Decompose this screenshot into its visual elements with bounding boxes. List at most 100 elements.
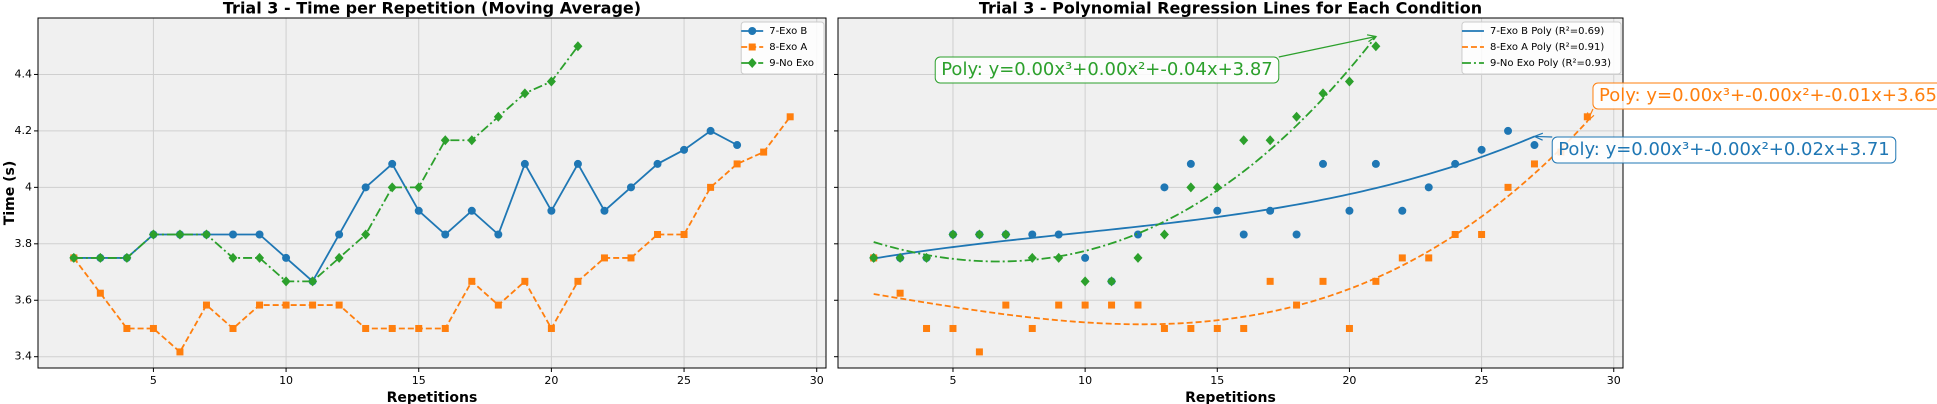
marker [1319, 159, 1328, 168]
y-axis-label: Time (s) [2, 161, 18, 225]
marker [388, 159, 397, 168]
marker [149, 324, 157, 332]
fit-curve [873, 135, 1535, 260]
marker [1398, 254, 1406, 262]
marker [201, 229, 211, 240]
plot-frame [837, 17, 1624, 369]
marker [520, 159, 529, 168]
marker [388, 324, 396, 332]
legend-label: 9-No Exo [769, 58, 814, 69]
marker [760, 148, 768, 156]
marker [414, 206, 423, 215]
marker [706, 126, 715, 135]
annotation-arrow [1586, 108, 1594, 122]
arrow-head [1586, 112, 1595, 123]
marker [1530, 160, 1538, 168]
marker [1002, 301, 1010, 309]
marker [148, 229, 158, 240]
annotation-text: Poly: y=0.00x³+0.00x²+-0.04x+3.87 [941, 59, 1273, 80]
marker [786, 113, 794, 121]
marker [1081, 253, 1090, 262]
marker [415, 324, 423, 332]
marker [69, 252, 79, 263]
marker [748, 43, 756, 51]
marker [441, 230, 450, 239]
marker [895, 252, 905, 263]
marker [362, 324, 370, 332]
marker [95, 252, 105, 263]
marker [948, 229, 958, 240]
legend-label: 8-Exo A Poly (R²=0.91) [1490, 42, 1604, 53]
marker [626, 183, 635, 192]
marker [228, 252, 238, 263]
marker [361, 229, 371, 240]
marker [1266, 277, 1274, 285]
marker [733, 141, 742, 150]
arrow-head [1366, 34, 1378, 43]
marker [281, 276, 291, 287]
y-tick-label: 3.4 [15, 350, 33, 363]
marker [707, 183, 715, 191]
marker [1398, 206, 1407, 215]
marker [1371, 41, 1381, 52]
marker [1160, 324, 1168, 332]
marker [1001, 229, 1011, 240]
marker [1477, 145, 1486, 154]
legend: 7-Exo B Poly (R²=0.69) 8-Exo A Poly (R²=0… [1461, 21, 1622, 75]
marker [1345, 324, 1353, 332]
marker [1080, 276, 1090, 287]
annotation-text: Poly: y=0.00x³+-0.00x²+-0.01x+3.65 [1599, 85, 1937, 106]
marker [1293, 301, 1301, 309]
marker [468, 277, 476, 285]
marker [520, 88, 530, 99]
annotation-arrow [1534, 135, 1553, 138]
marker [654, 230, 662, 238]
marker [733, 160, 741, 168]
series-line [73, 116, 791, 354]
marker [1055, 301, 1063, 309]
x-tick-label: 20 [1342, 374, 1356, 387]
marker [1213, 324, 1221, 332]
x-axis-label: Repetitions [1185, 390, 1276, 404]
marker [547, 324, 555, 332]
marker [229, 230, 238, 239]
annotation: Poly: y=0.00x³+-0.00x²+0.02x+3.71 [1532, 132, 1897, 164]
x-axis-label: Repetitions [387, 390, 478, 404]
marker [1028, 230, 1037, 239]
plot-background [38, 18, 826, 368]
marker [1213, 206, 1222, 215]
x-tick-label: 10 [279, 374, 293, 387]
marker [923, 324, 931, 332]
marker [1212, 182, 1222, 193]
x-tick-label: 25 [1475, 374, 1489, 387]
marker [202, 301, 210, 309]
marker [680, 230, 688, 238]
chart-title: Trial 3 - Polynomial Regression Lines fo… [979, 0, 1482, 18]
marker [1054, 230, 1063, 239]
marker [1319, 277, 1327, 285]
y-tick-label: 3.8 [15, 237, 33, 250]
y-tick-label: 4.4 [15, 67, 33, 80]
x-tick-label: 10 [1078, 374, 1092, 387]
marker [653, 159, 662, 168]
y-tick-label: 3.6 [15, 293, 33, 306]
annotation: Poly: y=0.00x³+0.00x²+-0.04x+3.87 [934, 34, 1378, 84]
marker [975, 348, 983, 356]
marker [747, 58, 757, 68]
marker [1239, 230, 1248, 239]
marker [1344, 76, 1354, 87]
marker [627, 254, 635, 262]
annotation-box [1592, 82, 1937, 110]
marker [922, 252, 932, 263]
marker [1266, 206, 1275, 215]
marker [309, 301, 317, 309]
plot-frame [37, 17, 827, 369]
marker [440, 135, 450, 146]
marker [229, 324, 237, 332]
marker [175, 229, 185, 240]
marker [1133, 252, 1143, 263]
marker [1240, 324, 1248, 332]
marker [1160, 183, 1169, 192]
marker [122, 252, 132, 263]
